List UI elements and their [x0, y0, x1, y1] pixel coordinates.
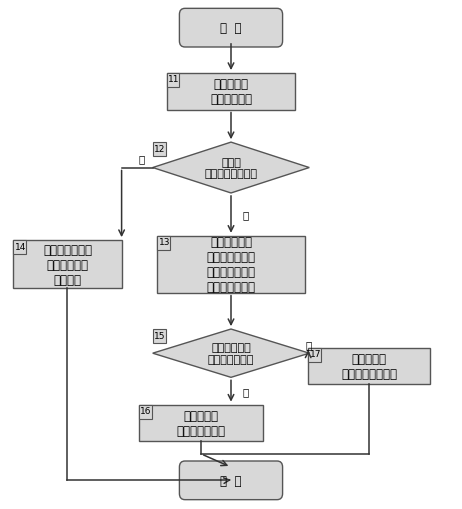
- Text: 是: 是: [243, 386, 249, 396]
- Bar: [166, 74, 179, 88]
- Text: 否: 否: [138, 154, 144, 164]
- Text: 开  始: 开 始: [220, 22, 242, 35]
- Text: 是: 是: [243, 210, 249, 220]
- Text: 中间轴
自由降速计算成功: 中间轴 自由降速计算成功: [205, 157, 257, 179]
- Text: 11: 11: [168, 75, 179, 84]
- Text: 检查中间轴
制动器机械零部件: 检查中间轴 制动器机械零部件: [341, 352, 397, 380]
- Text: 结  束: 结 束: [220, 474, 242, 487]
- Text: 中间轴降速异常
初始参数学习
过程中止: 中间轴降速异常 初始参数学习 过程中止: [43, 243, 92, 286]
- Text: 12: 12: [154, 145, 165, 153]
- Text: 17: 17: [310, 349, 321, 358]
- Text: 输出中间轴
制动器学习结果: 输出中间轴 制动器学习结果: [176, 409, 225, 437]
- Polygon shape: [153, 143, 309, 193]
- Text: 中间轴制动器
参数符合标准？: 中间轴制动器 参数符合标准？: [208, 343, 254, 364]
- Bar: [153, 143, 165, 157]
- Text: 计算中间轴
自由降速斜率: 计算中间轴 自由降速斜率: [210, 78, 252, 106]
- Polygon shape: [153, 329, 309, 378]
- Text: 13: 13: [158, 238, 170, 247]
- Bar: [166, 74, 296, 110]
- Bar: [13, 241, 122, 289]
- Bar: [153, 329, 165, 344]
- FancyBboxPatch shape: [179, 9, 283, 48]
- Bar: [157, 236, 170, 250]
- Bar: [308, 348, 321, 362]
- Bar: [139, 405, 152, 419]
- Bar: [157, 236, 305, 293]
- FancyBboxPatch shape: [179, 461, 283, 500]
- Text: 15: 15: [154, 331, 165, 340]
- Text: 14: 14: [15, 242, 26, 251]
- Text: 计算特性参数
制动器响应时间
制动器制动能力
制动器滞后速差: 计算特性参数 制动器响应时间 制动器制动能力 制动器滞后速差: [207, 236, 255, 294]
- Text: 16: 16: [140, 406, 152, 415]
- Bar: [13, 241, 26, 254]
- Bar: [308, 348, 430, 384]
- Bar: [139, 405, 263, 441]
- Text: 否: 否: [305, 340, 312, 349]
